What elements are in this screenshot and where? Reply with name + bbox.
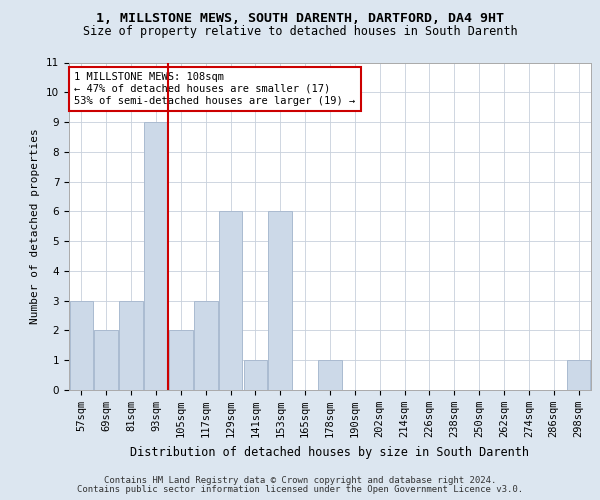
Bar: [169, 330, 193, 390]
Bar: [194, 300, 218, 390]
Bar: [70, 300, 93, 390]
Text: Contains public sector information licensed under the Open Government Licence v3: Contains public sector information licen…: [77, 485, 523, 494]
Bar: [144, 122, 168, 390]
Text: Size of property relative to detached houses in South Darenth: Size of property relative to detached ho…: [83, 25, 517, 38]
Bar: [94, 330, 118, 390]
Y-axis label: Number of detached properties: Number of detached properties: [31, 128, 40, 324]
Text: 1, MILLSTONE MEWS, SOUTH DARENTH, DARTFORD, DA4 9HT: 1, MILLSTONE MEWS, SOUTH DARENTH, DARTFO…: [96, 12, 504, 26]
Bar: [318, 360, 342, 390]
Bar: [268, 212, 292, 390]
Bar: [219, 212, 242, 390]
Bar: [244, 360, 267, 390]
Bar: [567, 360, 590, 390]
Bar: [119, 300, 143, 390]
Text: Contains HM Land Registry data © Crown copyright and database right 2024.: Contains HM Land Registry data © Crown c…: [104, 476, 496, 485]
X-axis label: Distribution of detached houses by size in South Darenth: Distribution of detached houses by size …: [131, 446, 530, 458]
Text: 1 MILLSTONE MEWS: 108sqm
← 47% of detached houses are smaller (17)
53% of semi-d: 1 MILLSTONE MEWS: 108sqm ← 47% of detach…: [74, 72, 355, 106]
